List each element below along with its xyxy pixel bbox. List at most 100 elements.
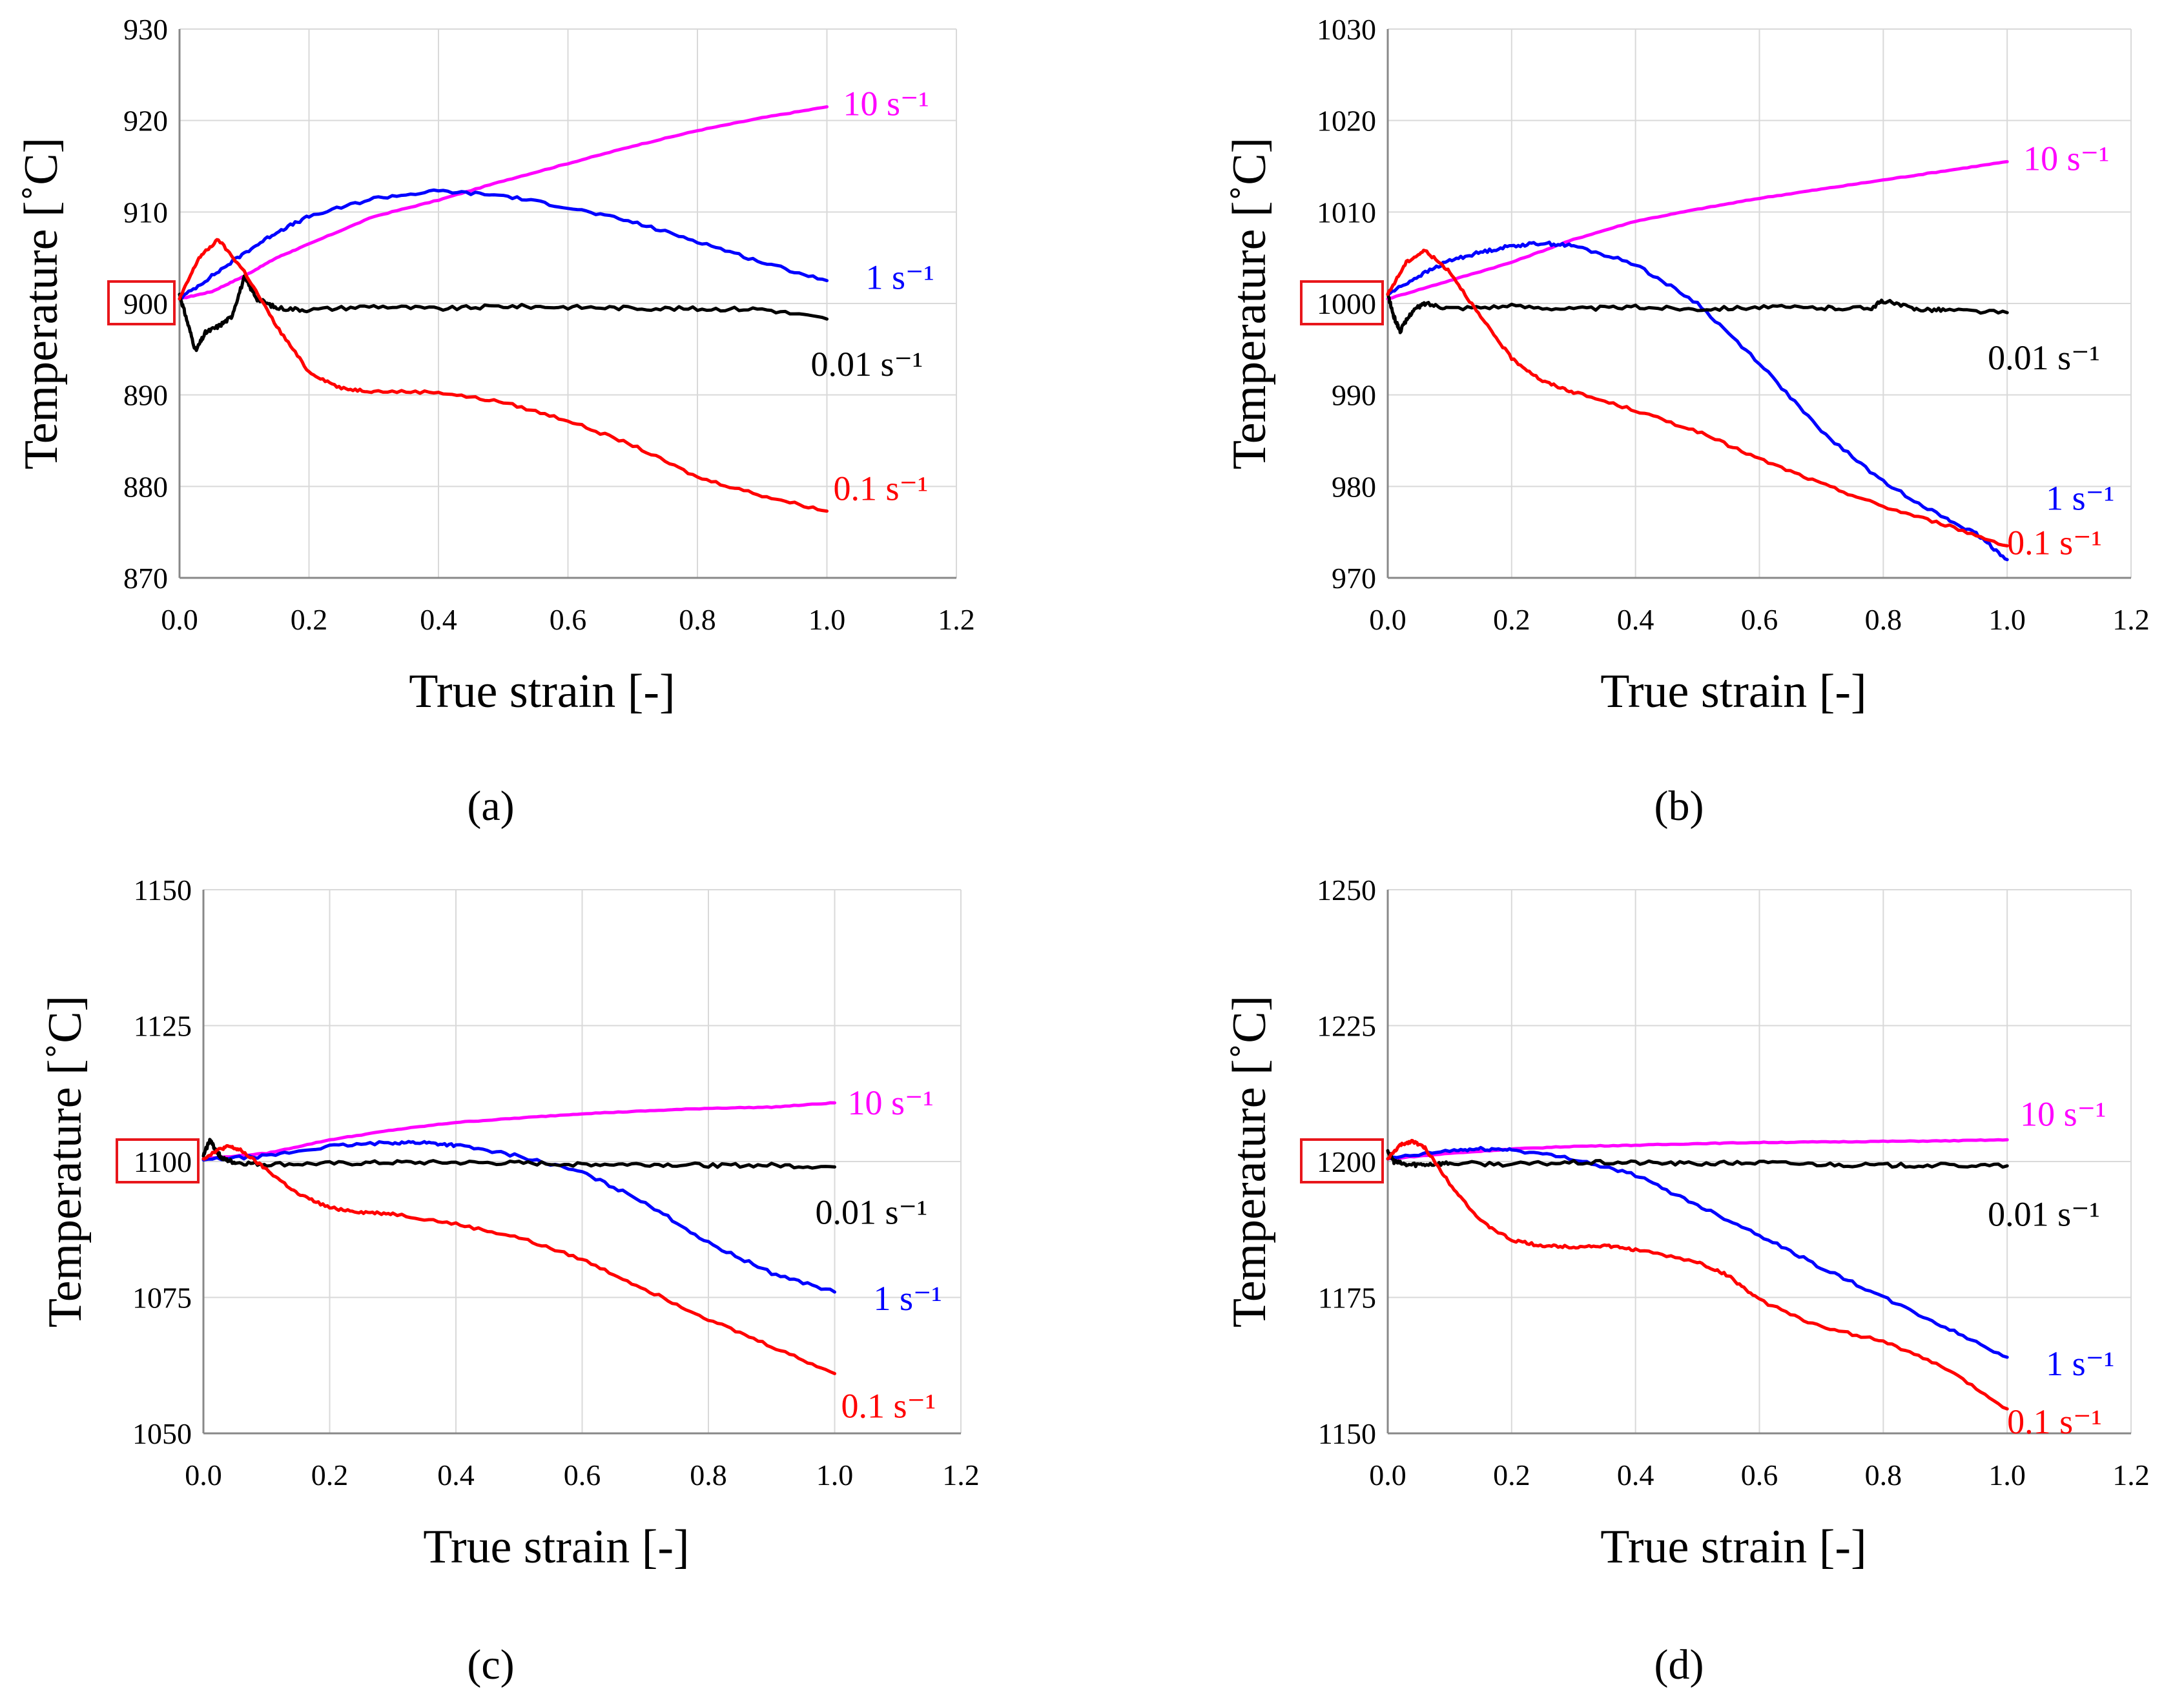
series-label-0p1-s: 0.1 s⁻¹ bbox=[2007, 523, 2102, 562]
series-line-10-s bbox=[201, 1101, 836, 1161]
x-tick-label: 0.8 bbox=[690, 1459, 727, 1491]
y-tick-label: 920 bbox=[123, 105, 168, 138]
y-tick-label: 1150 bbox=[134, 874, 192, 906]
x-tick-label: 0.0 bbox=[185, 1459, 222, 1491]
y-tick-label: 880 bbox=[123, 470, 168, 503]
x-tick-label: 0.0 bbox=[161, 603, 198, 636]
highlight-box-initial-temperature bbox=[107, 280, 176, 325]
x-axis-title: True strain [-] bbox=[1600, 665, 1866, 718]
series-label-0p01-s: 0.01 s⁻¹ bbox=[1988, 1195, 2100, 1234]
y-tick-label: 1075 bbox=[132, 1282, 192, 1315]
panel-label: (b) bbox=[1654, 783, 1704, 830]
series-line-0p01-s bbox=[178, 274, 829, 353]
y-tick-label: 1020 bbox=[1317, 105, 1376, 138]
y-tick-label: 1150 bbox=[1318, 1417, 1376, 1450]
y-axis-title: Temperature [˚C] bbox=[1223, 138, 1276, 470]
x-tick-label: 0.2 bbox=[1493, 603, 1530, 636]
y-tick-label: 1010 bbox=[1317, 196, 1376, 229]
y-tick-label: 910 bbox=[123, 196, 168, 229]
y-tick-label: 890 bbox=[123, 379, 168, 412]
series-line-0p1-s bbox=[1386, 249, 2009, 548]
series-line-10-s bbox=[178, 105, 829, 301]
x-tick-label: 0.6 bbox=[1741, 1459, 1778, 1491]
series-label-1-s: 1 s⁻¹ bbox=[874, 1279, 942, 1318]
panel-label: (a) bbox=[467, 783, 514, 830]
x-tick-label: 1.0 bbox=[816, 1459, 854, 1491]
highlight-box-initial-temperature bbox=[1300, 1138, 1384, 1183]
x-tick-label: 0.2 bbox=[311, 1459, 349, 1491]
series-line-0p01-s bbox=[1386, 1149, 2009, 1169]
x-tick-label: 0.2 bbox=[291, 603, 328, 636]
x-tick-label: 0.6 bbox=[550, 603, 587, 636]
x-tick-label: 0.4 bbox=[437, 1459, 475, 1491]
panel-d: 0.0 0.2 0.4 0.6 0.8 1.0 1.2 1150 1175 1200 1225 125… bbox=[1223, 874, 2150, 1688]
series-line-0p1-s bbox=[1386, 1138, 2009, 1411]
x-tick-label: 1.0 bbox=[809, 603, 846, 636]
panel-b: 0.0 0.2 0.4 0.6 0.8 1.0 1.2 970 980 990 1000 1010 10… bbox=[1223, 13, 2150, 830]
x-tick-label: 1.0 bbox=[1988, 1459, 2026, 1491]
series-line-1-s bbox=[1386, 240, 2009, 562]
y-axis-title: Temperature [˚C] bbox=[15, 138, 68, 470]
series-label-1-s: 1 s⁻¹ bbox=[866, 258, 934, 297]
y-tick-label: 1050 bbox=[132, 1417, 192, 1450]
y-tick-label: 990 bbox=[1332, 379, 1376, 412]
x-tick-label: 0.2 bbox=[1493, 1459, 1530, 1491]
panel-a: 0.0 0.2 0.4 0.6 0.8 1.0 1.2 870 880 890 900 910 920 9… bbox=[15, 13, 975, 830]
y-tick-label: 980 bbox=[1332, 470, 1376, 503]
y-tick-label: 870 bbox=[123, 562, 168, 595]
series-line-1-s bbox=[1386, 1145, 2009, 1359]
series-label-10-s: 10 s⁻¹ bbox=[2020, 1094, 2106, 1133]
panel-label: (c) bbox=[467, 1641, 514, 1688]
series-line-10-s bbox=[1386, 159, 2009, 301]
series-label-0p01-s: 0.01 s⁻¹ bbox=[811, 345, 923, 384]
x-tick-label: 0.4 bbox=[1617, 1459, 1654, 1491]
x-axis-title: True strain [-] bbox=[1600, 1521, 1866, 1573]
panel-c: 0.0 0.2 0.4 0.6 0.8 1.0 1.2 1050 1075 1100 1125 115… bbox=[39, 874, 980, 1688]
series-line-0p1-s bbox=[201, 1144, 836, 1375]
y-tick-label: 1030 bbox=[1317, 13, 1376, 46]
series-label-10-s: 10 s⁻¹ bbox=[2023, 139, 2109, 178]
x-tick-label: 1.2 bbox=[2112, 603, 2150, 636]
y-tick-label: 930 bbox=[123, 13, 168, 46]
series-line-0p01-s bbox=[201, 1138, 836, 1170]
series-label-10-s: 10 s⁻¹ bbox=[848, 1083, 934, 1122]
x-tick-label: 0.8 bbox=[1865, 603, 1902, 636]
series-line-0p1-s bbox=[178, 238, 829, 513]
x-tick-label: 1.0 bbox=[1988, 603, 2026, 636]
y-tick-label: 1175 bbox=[1318, 1282, 1376, 1315]
x-axis-title: True strain [-] bbox=[423, 1521, 689, 1573]
x-tick-label: 1.2 bbox=[938, 603, 975, 636]
series-label-1-s: 1 s⁻¹ bbox=[2046, 479, 2114, 518]
y-axis-title: Temperature [˚C] bbox=[39, 996, 92, 1328]
series-label-0p1-s: 0.1 s⁻¹ bbox=[841, 1386, 936, 1425]
y-tick-label: 1225 bbox=[1317, 1010, 1376, 1043]
x-axis-title: True strain [-] bbox=[409, 665, 675, 718]
series-label-10-s: 10 s⁻¹ bbox=[843, 84, 929, 123]
panel-label: (d) bbox=[1654, 1641, 1704, 1688]
series-line-0p01-s bbox=[1386, 292, 2009, 334]
y-tick-label: 1100 bbox=[134, 1145, 192, 1178]
highlight-box-initial-temperature bbox=[1300, 280, 1384, 325]
series-label-0p01-s: 0.01 s⁻¹ bbox=[1988, 338, 2100, 377]
x-tick-label: 0.8 bbox=[1865, 1459, 1902, 1491]
y-tick-label: 1000 bbox=[1317, 287, 1376, 320]
series-label-1-s: 1 s⁻¹ bbox=[2046, 1344, 2114, 1383]
y-tick-label: 900 bbox=[123, 287, 168, 320]
y-axis-title: Temperature [˚C] bbox=[1223, 996, 1276, 1328]
series-label-0p1-s: 0.1 s⁻¹ bbox=[2007, 1402, 2102, 1441]
y-tick-label: 1250 bbox=[1317, 874, 1376, 906]
series-line-1-s bbox=[178, 188, 829, 301]
x-tick-label: 0.0 bbox=[1369, 1459, 1406, 1491]
x-tick-label: 1.2 bbox=[2112, 1459, 2150, 1491]
y-tick-label: 1125 bbox=[134, 1010, 192, 1043]
x-tick-label: 0.6 bbox=[564, 1459, 601, 1491]
series-line-1-s bbox=[201, 1140, 836, 1294]
x-tick-label: 0.4 bbox=[1617, 603, 1654, 636]
y-tick-label: 970 bbox=[1332, 562, 1376, 595]
x-tick-label: 0.4 bbox=[420, 603, 457, 636]
x-tick-label: 0.8 bbox=[679, 603, 716, 636]
y-tick-label: 1200 bbox=[1317, 1145, 1376, 1178]
x-tick-label: 0.0 bbox=[1369, 603, 1406, 636]
x-tick-label: 0.6 bbox=[1741, 603, 1778, 636]
